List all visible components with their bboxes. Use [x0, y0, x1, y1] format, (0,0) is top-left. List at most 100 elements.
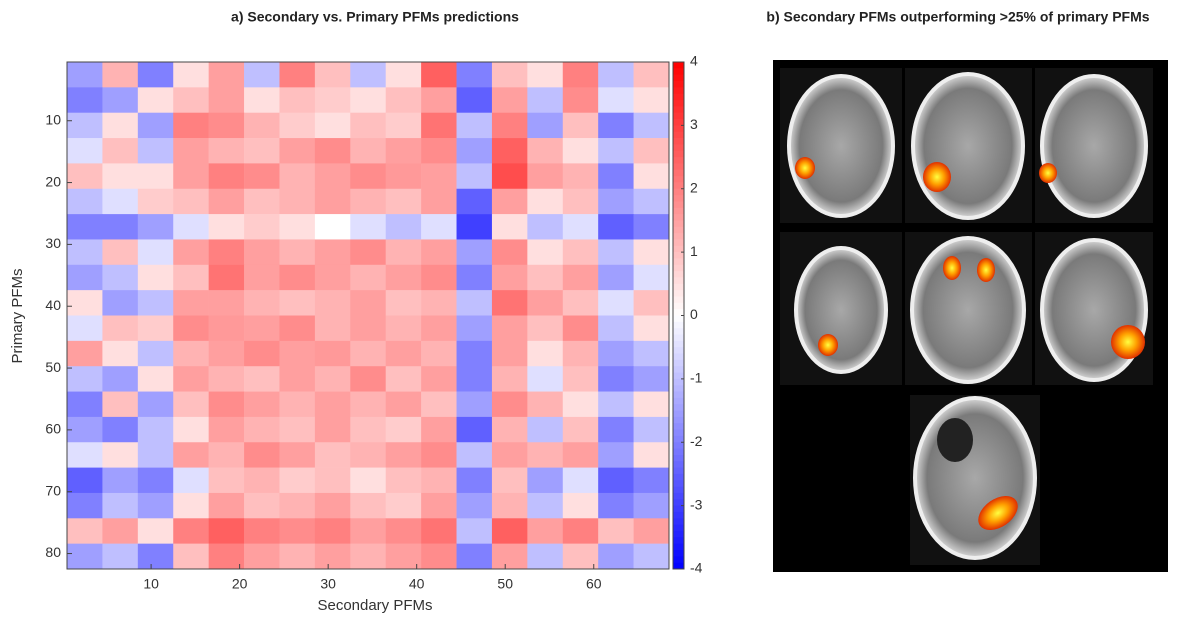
heatmap-cell [244, 518, 280, 544]
heatmap-cell [562, 87, 599, 113]
heatmap-cell [137, 467, 174, 494]
y-tick-label: 10 [45, 111, 61, 127]
heatmap-cell [350, 290, 387, 316]
heatmap-cell [421, 138, 457, 164]
heatmap-cell [350, 340, 387, 367]
heatmap-cell [456, 543, 493, 570]
colorbar-step [673, 315, 684, 323]
heatmap-cell [491, 163, 528, 190]
heatmap-cell [633, 264, 670, 291]
heatmap-cell [279, 112, 316, 139]
heatmap-cell [67, 315, 103, 342]
heatmap-cell [208, 62, 245, 88]
heatmap-cell [279, 366, 316, 392]
heatmap-cell [598, 87, 634, 113]
heatmap-cell [562, 264, 599, 291]
heatmap-cell [279, 163, 316, 190]
heatmap-cell [456, 188, 493, 215]
heatmap-cell [67, 340, 103, 367]
colorbar-tick-label: -4 [690, 560, 703, 576]
heatmap-cell [527, 239, 564, 266]
x-tick-label: 40 [409, 576, 425, 592]
y-tick-label: 70 [45, 482, 61, 498]
heatmap-cell [67, 391, 103, 418]
heatmap-cell [562, 62, 599, 88]
heatmap-cell [173, 264, 209, 291]
x-tick-label: 10 [143, 576, 159, 592]
heatmap-cell [491, 391, 528, 418]
colorbar-step [673, 68, 684, 76]
heatmap-cell [314, 214, 351, 240]
heatmap-cell [456, 366, 493, 392]
heatmap-cell [527, 163, 564, 190]
heatmap-cell [137, 214, 174, 240]
heatmap-cell [456, 518, 493, 544]
colorbar-step [673, 239, 684, 247]
heatmap [67, 62, 670, 570]
colorbar-step [673, 467, 684, 475]
heatmap-cell [173, 214, 209, 240]
brain-slice [780, 68, 902, 223]
heatmap-cell [421, 214, 457, 240]
heatmap-cell [385, 467, 422, 494]
colorbar-step [673, 309, 684, 316]
colorbar-step [673, 340, 684, 348]
brain-slice [905, 68, 1032, 223]
colorbar-step [673, 195, 684, 202]
heatmap-cell [421, 543, 457, 570]
heatmap-cell [67, 264, 103, 291]
heatmap-cell [527, 543, 564, 570]
heatmap-cell [598, 340, 634, 367]
heatmap-cell [527, 138, 564, 164]
heatmap-cell [456, 239, 493, 266]
heatmap-cell [67, 543, 103, 570]
heatmap-cell [491, 492, 528, 519]
colorbar-step [673, 93, 684, 101]
heatmap-cell [421, 315, 457, 342]
heatmap-cell [562, 290, 599, 316]
heatmap-cell [208, 264, 245, 291]
heatmap-cell [527, 214, 564, 240]
heatmap-cell [562, 214, 599, 240]
heatmap-cell [314, 62, 351, 88]
colorbar-step [673, 150, 684, 158]
heatmap-cell [385, 214, 422, 240]
heatmap-cell [67, 290, 103, 316]
heatmap-cell [137, 391, 174, 418]
heatmap-cell [350, 416, 387, 443]
heatmap-cell [279, 138, 316, 164]
colorbar-step [673, 499, 684, 507]
heatmap-cell [633, 138, 670, 164]
heatmap-cell [385, 391, 422, 418]
heatmap-cell [173, 315, 209, 342]
heatmap-cell [562, 315, 599, 342]
heatmap-cell [350, 543, 387, 570]
heatmap-cell [137, 492, 174, 519]
heatmap-cell [527, 62, 564, 88]
heatmap-cell [385, 163, 422, 190]
colorbar-step [673, 106, 684, 114]
heatmap-cell [102, 416, 139, 443]
colorbar-tick-label: -2 [690, 433, 703, 449]
heatmap-cell [208, 112, 245, 139]
heatmap-cell [562, 416, 599, 443]
heatmap-cell [102, 62, 139, 88]
colorbar-step [673, 245, 684, 253]
heatmap-cell [314, 239, 351, 266]
heatmap-cell [102, 315, 139, 342]
heatmap-cell [314, 543, 351, 570]
colorbar-step [673, 163, 684, 171]
heatmap-cell [527, 442, 564, 468]
heatmap-cell [421, 87, 457, 113]
heatmap-cell [279, 188, 316, 215]
heatmap-cell [562, 442, 599, 468]
heatmap-cell [137, 87, 174, 113]
heatmap-cell [244, 543, 280, 570]
heatmap-cell [385, 62, 422, 88]
heatmap-cell [456, 442, 493, 468]
heatmap-cell [244, 138, 280, 164]
colorbar-tick-label: 0 [690, 306, 698, 322]
colorbar-step [673, 188, 684, 196]
brain-slice [910, 395, 1040, 565]
colorbar-step [673, 397, 684, 405]
